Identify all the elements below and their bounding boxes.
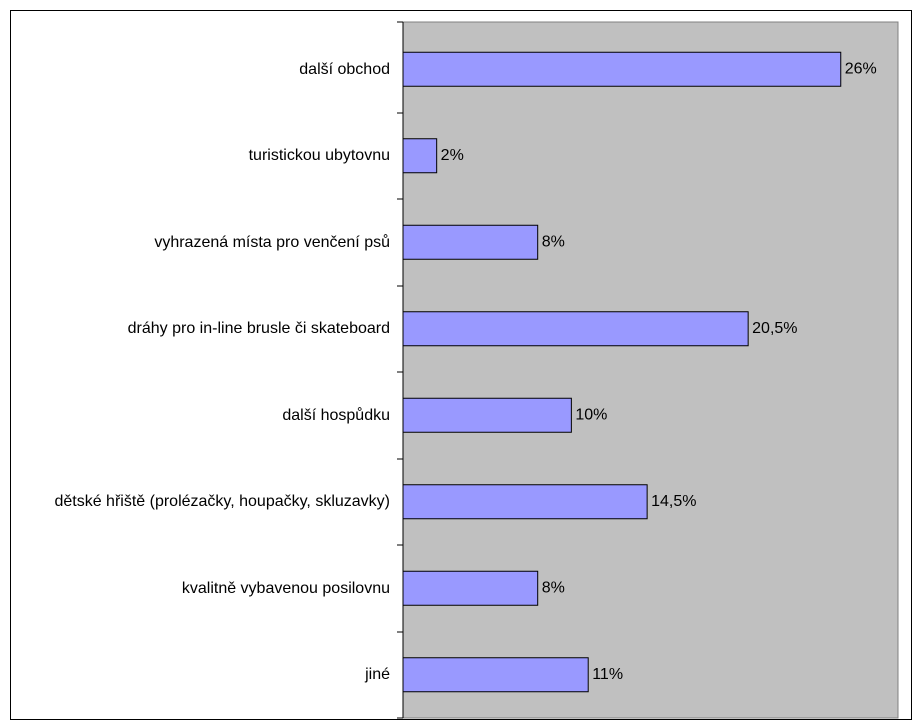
bar	[402, 224, 539, 260]
bar	[402, 397, 572, 433]
bar	[402, 51, 842, 87]
value-label: 20,5%	[752, 320, 797, 337]
value-label: 8%	[542, 579, 565, 596]
bar	[402, 484, 648, 520]
category-label: vyhrazená místa pro venčení psů	[154, 233, 390, 251]
bar	[402, 657, 589, 693]
bar	[402, 311, 749, 347]
bar	[402, 138, 438, 174]
category-label: jiné	[365, 666, 390, 684]
bar	[402, 570, 539, 606]
category-label: další obchod	[299, 60, 390, 78]
value-label: 10%	[575, 406, 607, 423]
value-label: 26%	[845, 60, 877, 77]
category-label: dětské hřiště (prolézačky, houpačky, skl…	[54, 493, 390, 511]
category-label: dráhy pro in-line brusle či skateboard	[127, 320, 390, 338]
category-label: další hospůdku	[282, 406, 390, 424]
value-label: 11%	[592, 666, 623, 683]
category-label: kvalitně vybavenou posilovnu	[181, 579, 390, 597]
value-label: 2%	[441, 147, 464, 164]
category-label: turistickou ubytovnu	[248, 147, 390, 165]
value-label: 14,5%	[651, 493, 696, 510]
value-label: 8%	[542, 233, 565, 250]
plot-area	[402, 21, 899, 719]
